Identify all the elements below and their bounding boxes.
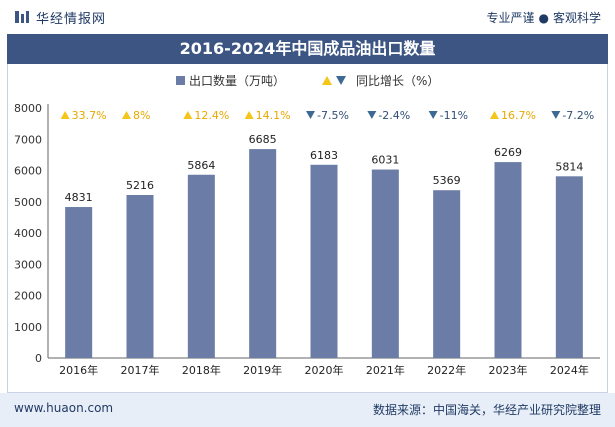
- bar: [555, 176, 583, 358]
- bar: [126, 195, 154, 358]
- y-tick-label: 8000: [14, 102, 42, 115]
- chart-area: 出口数量（万吨） 同比增长（%） 0 1000 2000 3000 4000 5000 6000…: [7, 64, 608, 393]
- bar-value-label: 5216: [126, 179, 154, 192]
- y-tick-label: 3000: [14, 258, 42, 271]
- bar-value-label: 6183: [310, 149, 338, 162]
- growth-label: -11%: [440, 109, 468, 122]
- x-tick-label: 2017年: [121, 363, 160, 377]
- growth-label: -2.4%: [378, 109, 410, 122]
- bar-value-label: 4831: [65, 191, 93, 204]
- growth-label: -7.5%: [317, 109, 349, 122]
- bar: [433, 190, 461, 358]
- growth-down-triangle-icon: [551, 111, 561, 119]
- y-tick-label: 6000: [14, 165, 42, 178]
- slogan-left: 专业严谨: [486, 11, 535, 25]
- growth-label: 12.4%: [194, 109, 229, 122]
- x-tick-label: 2019年: [243, 363, 282, 377]
- y-tick-label: 7000: [14, 133, 42, 146]
- growth-up-triangle-icon: [122, 111, 131, 119]
- bar-chart: 出口数量（万吨） 同比增长（%） 0 1000 2000 3000 4000 5000 6000…: [14, 73, 600, 377]
- y-tick-label: 4000: [14, 227, 42, 240]
- bar: [249, 149, 277, 358]
- bar: [371, 169, 399, 358]
- legend-series-label: 出口数量（万吨）: [189, 73, 285, 88]
- growth-up-triangle-icon: [183, 111, 193, 119]
- slogan-right: 客观科学: [552, 11, 601, 25]
- x-tick-label: 2022年: [427, 363, 466, 377]
- legend-down-triangle-icon: [336, 76, 346, 85]
- y-tick-label: 2000: [14, 290, 42, 303]
- footer-url[interactable]: www.huaon.com: [14, 401, 114, 415]
- footer: www.huaon.com 数据来源：中国海关，华经产业研究院整理: [0, 393, 615, 427]
- x-tick-label: 2024年: [550, 363, 589, 377]
- y-tick-label: 1000: [14, 321, 42, 334]
- growth-label: -7.2%: [562, 109, 594, 122]
- bar-value-label: 5864: [187, 159, 215, 172]
- bar-value-label: 6031: [371, 154, 399, 167]
- bar: [187, 174, 215, 358]
- y-tick-label: 0: [35, 352, 42, 365]
- growth-label: 33.7%: [72, 109, 107, 122]
- chart-title: 2016-2024年中国成品油出口数量: [179, 39, 436, 58]
- bar-value-label: 6685: [249, 133, 277, 146]
- x-tick-label: 2016年: [59, 363, 98, 377]
- footer-source: 数据来源：中国海关，华经产业研究院整理: [372, 403, 601, 417]
- growth-down-triangle-icon: [428, 111, 438, 119]
- brand-name: 华经情报网: [36, 12, 107, 27]
- legend-growth-label: 同比增长（%）: [356, 74, 439, 88]
- x-tick-label: 2020年: [305, 363, 344, 377]
- bar: [494, 162, 522, 358]
- bar-value-label: 6269: [494, 146, 522, 159]
- legend-up-triangle-icon: [322, 76, 332, 85]
- top-bar: 华经情报网 专业严谨 ● 客观科学: [0, 0, 615, 34]
- bar-value-label: 5369: [433, 174, 461, 187]
- slogan: 专业严谨 ● 客观科学: [486, 9, 601, 26]
- growth-up-triangle-icon: [60, 111, 70, 119]
- x-tick-label: 2018年: [182, 363, 221, 377]
- x-tick-label: 2021年: [366, 363, 405, 377]
- growth-down-triangle-icon: [367, 111, 377, 119]
- x-tick-label: 2023年: [489, 363, 528, 377]
- bar: [310, 164, 338, 358]
- growth-label: 14.1%: [256, 109, 291, 122]
- y-tick-label: 5000: [14, 196, 42, 209]
- title-bar: 2016-2024年中国成品油出口数量: [7, 34, 608, 64]
- growth-up-triangle-icon: [244, 111, 254, 119]
- growth-label: 8%: [133, 109, 150, 122]
- bullet-icon: ●: [538, 11, 549, 25]
- bar-value-label: 5814: [555, 160, 583, 173]
- growth-label: 16.7%: [501, 109, 536, 122]
- brand-logo-icon: [15, 11, 29, 23]
- bar: [65, 207, 93, 358]
- legend-bar-swatch: [176, 76, 185, 85]
- growth-down-triangle-icon: [306, 111, 315, 119]
- growth-up-triangle-icon: [490, 111, 499, 119]
